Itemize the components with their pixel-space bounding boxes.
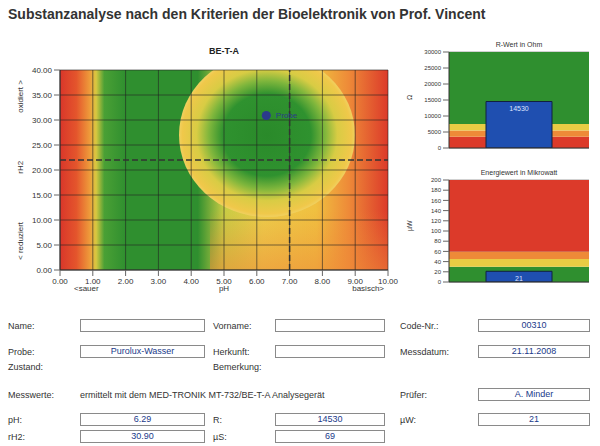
svg-text:5.00: 5.00 <box>216 276 232 286</box>
svg-text:100: 100 <box>431 228 442 234</box>
svg-text:25.00: 25.00 <box>32 141 53 150</box>
html-text:Herkunft:: Herkunft: <box>213 347 250 357</box>
html-text:Vorname:: Vorname: <box>213 321 252 331</box>
svg-text:10000: 10000 <box>424 113 441 119</box>
svg-text:140: 140 <box>431 208 442 214</box>
svg-text:0: 0 <box>438 145 442 151</box>
html-text:pH:: pH: <box>8 415 22 425</box>
html-text:rH2: rH2 <box>16 160 25 174</box>
html-text:R:: R: <box>213 415 222 425</box>
svg-text:30.00: 30.00 <box>32 116 53 125</box>
html-text:Purolux-Wasser: Purolux-Wasser <box>110 346 175 356</box>
svg-text:3.00: 3.00 <box>151 277 167 286</box>
svg-text:8.00: 8.00 <box>315 277 331 286</box>
html-text:µS:: µS: <box>213 432 227 442</box>
svg-text:Probe: Probe <box>276 111 298 120</box>
html-text:Prüfer:: Prüfer: <box>400 390 427 400</box>
html-text:21.11.2008: 21.11.2008 <box>511 346 557 356</box>
svg-text:6.00: 6.00 <box>249 277 265 286</box>
html-text:ermittelt mit dem MED-TRONIK M: ermittelt mit dem MED-TRONIK MT-732/BE-T… <box>80 390 325 400</box>
svg-text:20: 20 <box>434 269 441 275</box>
svg-text:µW: µW <box>406 220 414 231</box>
svg-text:40.00: 40.00 <box>32 66 53 75</box>
html-text:µW:: µW: <box>400 415 416 425</box>
svg-text:35.00: 35.00 <box>32 91 53 100</box>
svg-text:7.00: 7.00 <box>282 277 298 286</box>
svg-text:5.00: 5.00 <box>36 241 52 250</box>
svg-text:5000: 5000 <box>428 129 442 135</box>
svg-text:60: 60 <box>434 249 441 255</box>
svg-text:Ω: Ω <box>406 95 413 100</box>
html-text:30.90: 30.90 <box>131 431 154 441</box>
html-text:Substanzanalyse nach den Krite: Substanzanalyse nach den Kriterien der B… <box>8 6 486 22</box>
html-text:basisch>: basisch> <box>352 284 384 293</box>
html-text:14530: 14530 <box>317 414 343 424</box>
svg-text:0.00: 0.00 <box>36 266 52 275</box>
svg-text:2.00: 2.00 <box>118 277 134 286</box>
svg-text:0.00: 0.00 <box>52 277 68 286</box>
html-text:pH: pH <box>218 284 230 293</box>
html-text:< reduziert: < reduziert <box>16 222 25 260</box>
html-text:00310: 00310 <box>521 320 547 330</box>
svg-text:14530: 14530 <box>509 105 529 112</box>
svg-text:10.00: 10.00 <box>378 276 398 286</box>
svg-text:120: 120 <box>431 218 442 224</box>
svg-text:21: 21 <box>515 275 523 282</box>
svg-text:20000: 20000 <box>424 81 441 87</box>
svg-text:15.00: 15.00 <box>32 191 53 200</box>
html-text:69: 69 <box>325 431 335 441</box>
html-text:Messwerte:: Messwerte: <box>8 390 54 400</box>
html-text:oxidiert >: oxidiert > <box>16 80 25 113</box>
html-text:Name:: Name: <box>8 321 35 331</box>
svg-text:160: 160 <box>431 198 442 204</box>
svg-text:200: 200 <box>431 177 442 183</box>
svg-text:180: 180 <box>431 187 442 193</box>
svg-text:15000: 15000 <box>424 97 441 103</box>
svg-text:25000: 25000 <box>424 65 441 71</box>
html-text:Messdatum:: Messdatum: <box>400 347 449 357</box>
html-text:Probe:: Probe: <box>8 347 35 357</box>
svg-text:0: 0 <box>438 279 442 285</box>
html-text:A. Minder: A. Minder <box>514 389 554 399</box>
html-text:Zustand:: Zustand: <box>8 362 43 372</box>
svg-text:9.00: 9.00 <box>347 276 363 286</box>
html-text:<sauer: <sauer <box>74 284 99 293</box>
svg-text:30000: 30000 <box>424 49 441 55</box>
svg-text:80: 80 <box>434 238 441 244</box>
svg-text:4.00: 4.00 <box>183 277 199 286</box>
html-text:Code-Nr.:: Code-Nr.: <box>400 321 439 331</box>
html-text:R-Wert in Ohm: R-Wert in Ohm <box>495 41 543 48</box>
svg-text:1.00: 1.00 <box>85 276 101 286</box>
html-text:BE-T-A: BE-T-A <box>209 46 239 56</box>
html-text:6.29: 6.29 <box>133 414 152 424</box>
html-text:Bemerkung:: Bemerkung: <box>213 362 262 372</box>
svg-text:40: 40 <box>434 259 441 265</box>
svg-text:10.00: 10.00 <box>32 216 53 225</box>
html-text:Energiewert in Mikrowatt: Energiewert in Mikrowatt <box>480 169 558 176</box>
html-text:21: 21 <box>529 414 539 424</box>
svg-text:20.00: 20.00 <box>32 166 53 175</box>
html-text:rH2:: rH2: <box>8 432 25 442</box>
